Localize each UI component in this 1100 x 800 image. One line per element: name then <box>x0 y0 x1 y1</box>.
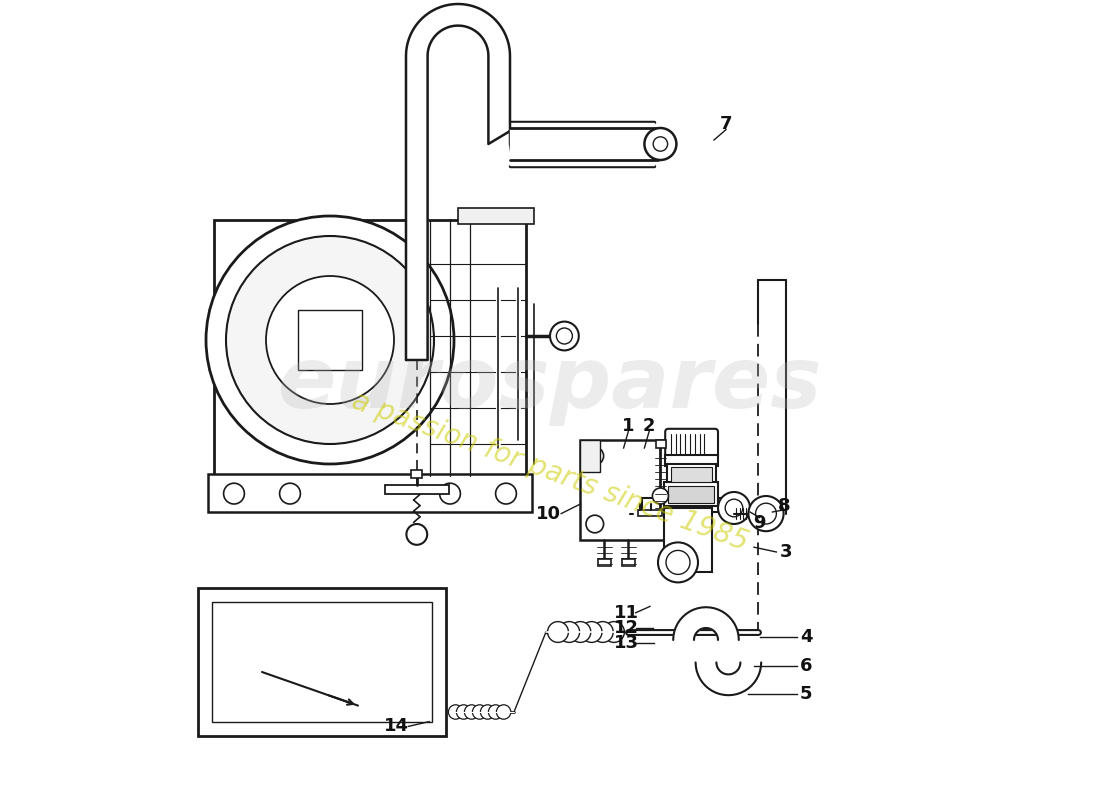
Polygon shape <box>695 662 761 695</box>
Bar <box>664 508 713 572</box>
Circle shape <box>570 622 591 642</box>
Text: a passion for parts since 1985: a passion for parts since 1985 <box>348 387 752 557</box>
Circle shape <box>586 515 604 533</box>
Text: 7: 7 <box>719 115 733 133</box>
Circle shape <box>206 216 454 464</box>
Text: 1: 1 <box>623 417 635 434</box>
Bar <box>642 498 743 512</box>
Circle shape <box>456 705 471 719</box>
Bar <box>656 440 666 448</box>
FancyBboxPatch shape <box>667 464 716 485</box>
Circle shape <box>464 705 478 719</box>
Bar <box>458 208 534 224</box>
Text: 5: 5 <box>800 685 812 702</box>
Bar <box>621 559 635 566</box>
Polygon shape <box>510 129 658 159</box>
FancyBboxPatch shape <box>663 482 718 506</box>
Text: 12: 12 <box>614 619 638 637</box>
Bar <box>581 440 669 540</box>
Text: 3: 3 <box>780 543 792 561</box>
Circle shape <box>593 622 613 642</box>
Circle shape <box>581 622 602 642</box>
Text: 2: 2 <box>642 417 656 434</box>
Circle shape <box>756 503 777 524</box>
Circle shape <box>604 622 625 642</box>
Circle shape <box>653 137 668 151</box>
FancyBboxPatch shape <box>668 486 714 503</box>
Circle shape <box>652 488 669 504</box>
Circle shape <box>548 622 569 642</box>
Polygon shape <box>406 4 525 360</box>
Bar <box>581 440 601 472</box>
Circle shape <box>748 496 783 531</box>
Text: 13: 13 <box>614 634 638 652</box>
Circle shape <box>406 524 427 545</box>
Text: 14: 14 <box>384 718 409 735</box>
Circle shape <box>449 705 463 719</box>
Bar <box>638 510 662 516</box>
Circle shape <box>658 542 698 582</box>
Polygon shape <box>673 607 739 640</box>
Bar <box>198 588 446 736</box>
Circle shape <box>559 622 580 642</box>
Circle shape <box>226 236 434 444</box>
Circle shape <box>557 328 572 344</box>
Circle shape <box>725 499 742 517</box>
Circle shape <box>496 483 516 504</box>
Circle shape <box>496 705 510 719</box>
Bar <box>298 310 362 370</box>
Circle shape <box>488 705 503 719</box>
Bar <box>411 470 422 478</box>
Circle shape <box>223 483 244 504</box>
Text: 4: 4 <box>800 628 812 646</box>
Circle shape <box>666 550 690 574</box>
Circle shape <box>279 483 300 504</box>
Circle shape <box>645 128 676 160</box>
Circle shape <box>481 705 495 719</box>
Bar <box>208 474 532 512</box>
Text: 6: 6 <box>800 657 812 674</box>
Text: 11: 11 <box>614 604 638 622</box>
Circle shape <box>440 483 461 504</box>
Circle shape <box>472 705 487 719</box>
FancyBboxPatch shape <box>666 429 718 459</box>
Bar <box>385 485 449 494</box>
Text: 9: 9 <box>754 514 766 532</box>
Circle shape <box>266 276 394 404</box>
Bar <box>212 602 431 722</box>
Circle shape <box>550 322 579 350</box>
Text: eurospares: eurospares <box>277 342 823 426</box>
Bar <box>214 220 526 476</box>
Bar <box>666 455 718 466</box>
Text: 8: 8 <box>778 497 791 514</box>
Bar <box>598 559 611 566</box>
Text: 10: 10 <box>536 505 561 522</box>
FancyBboxPatch shape <box>671 467 713 482</box>
Circle shape <box>718 492 750 524</box>
Polygon shape <box>510 123 654 165</box>
Circle shape <box>586 447 604 465</box>
